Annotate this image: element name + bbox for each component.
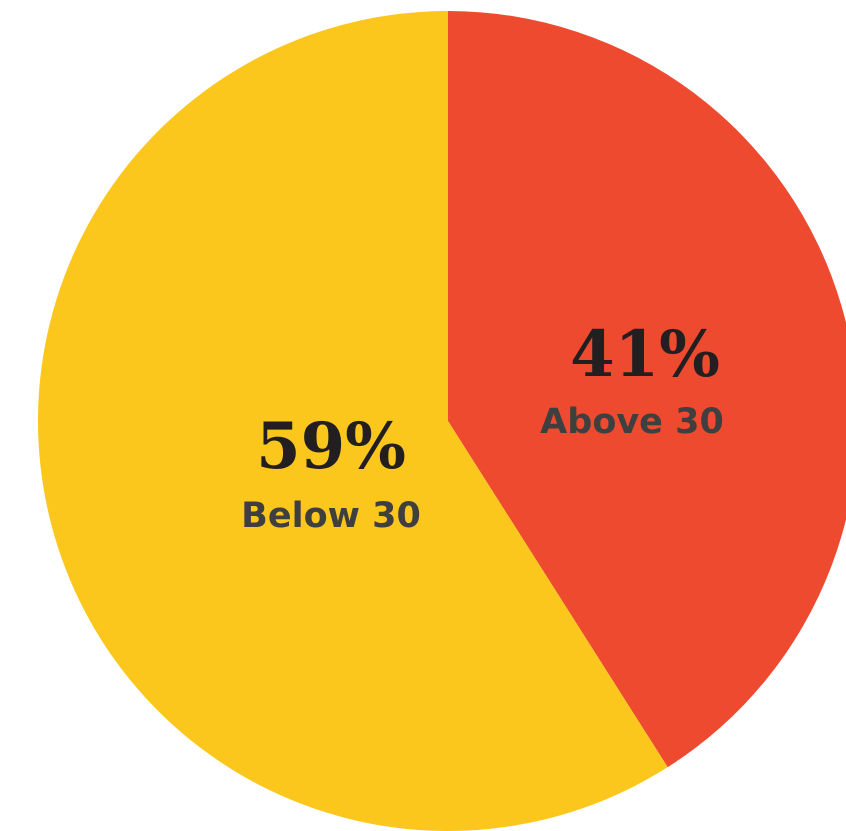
pie-slices — [37, 11, 846, 831]
pie-slice-below-30 — [37, 11, 668, 831]
slice-above-30-percent: 41% — [570, 317, 720, 392]
slice-below-30-percent: 59% — [256, 409, 406, 484]
slice-below-30-label: Below 30 — [241, 496, 421, 536]
pie-slice-above-30 — [448, 11, 846, 768]
pie-labels: 41% Above 30 59% Below 30 — [241, 317, 724, 536]
slice-above-30-label: Above 30 — [540, 402, 724, 442]
